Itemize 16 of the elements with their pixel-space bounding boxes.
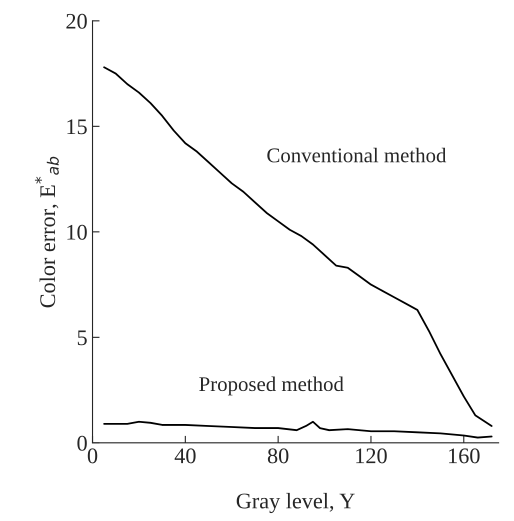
- x-tick-label: 0: [88, 448, 98, 464]
- y-tick-label: 15: [67, 119, 87, 134]
- x-tick-label: 120: [356, 448, 387, 464]
- series-label: Proposed method: [199, 376, 344, 396]
- x-tick-label: 40: [174, 448, 196, 464]
- x-axis-title: Gray level, Y: [236, 492, 355, 514]
- y-tick-label: 10: [67, 224, 87, 240]
- x-tick-label: 80: [268, 448, 288, 464]
- line-series: [103, 66, 493, 427]
- line-series: [103, 420, 493, 438]
- y-tick-label: 5: [78, 330, 87, 346]
- x-tick-label: 160: [449, 448, 480, 464]
- y-axis-title: Color error, E$^{*}$$_{ab}$: [34, 156, 59, 308]
- y-tick-label: 20: [66, 14, 87, 29]
- y-tick-label: 0: [77, 436, 87, 451]
- series-label: Conventional method: [267, 148, 446, 162]
